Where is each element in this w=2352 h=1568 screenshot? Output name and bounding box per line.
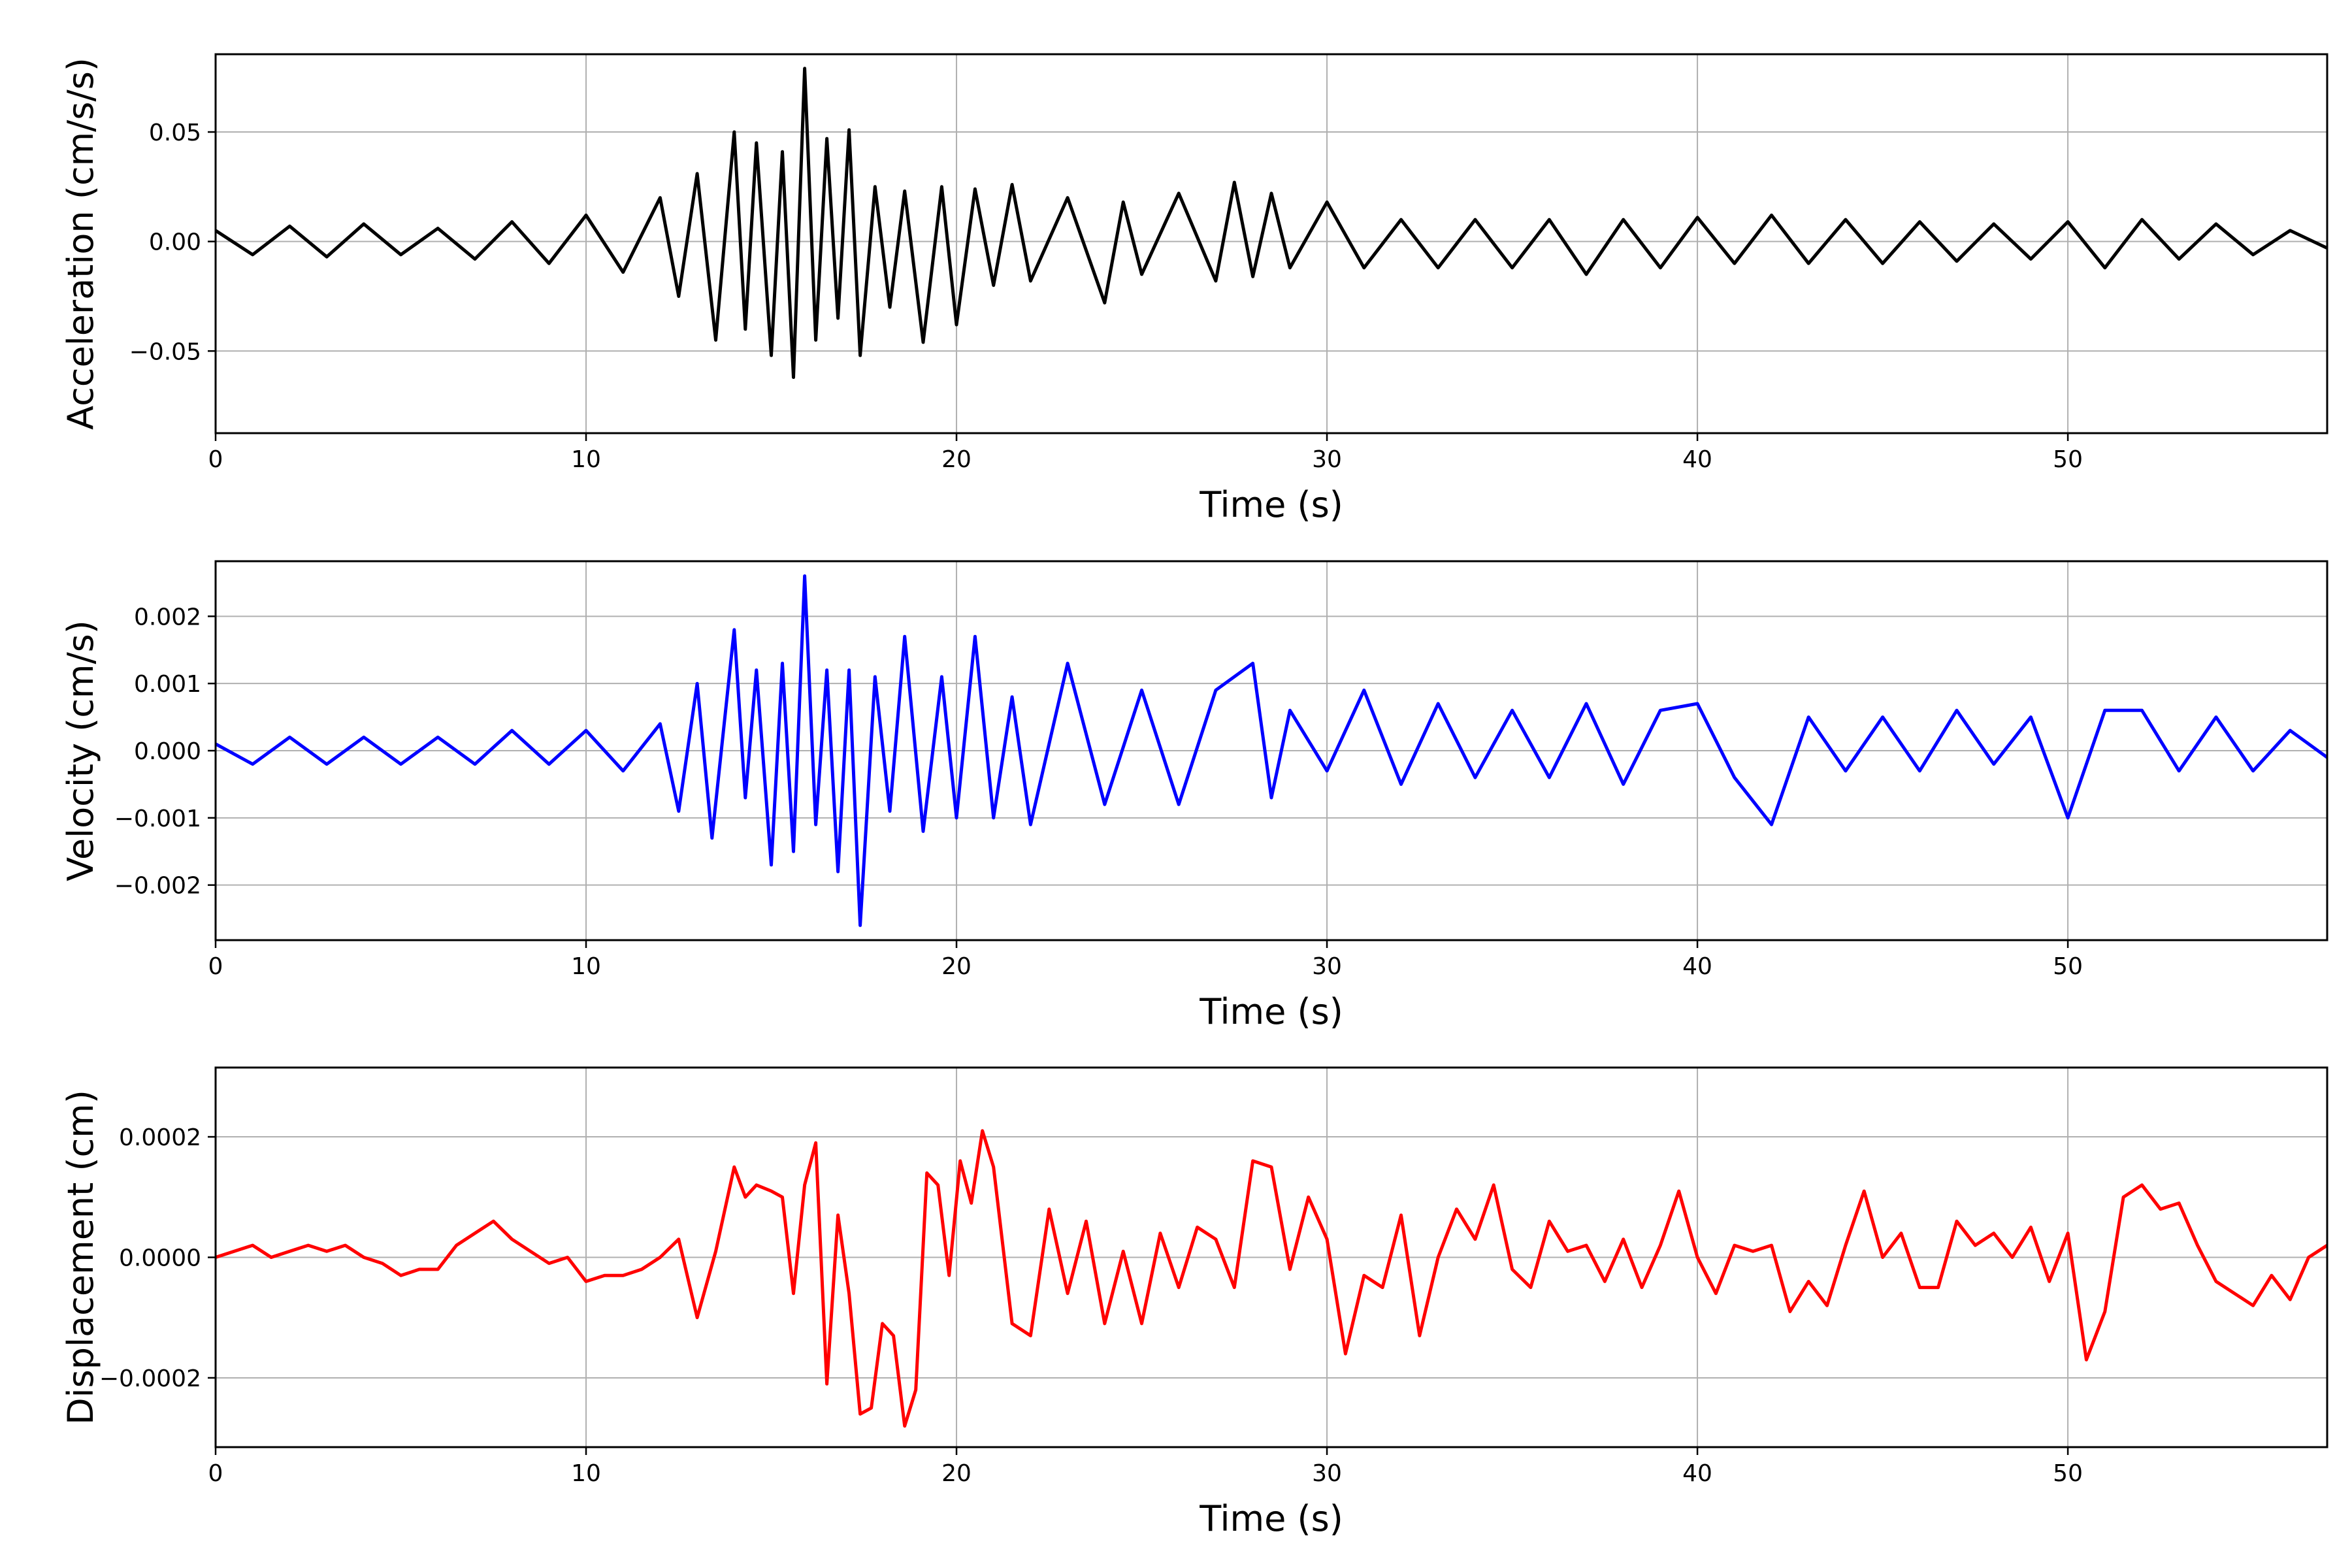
displacement-x-axis-title: Time (s) <box>1199 1498 1343 1539</box>
displacement-series-line <box>215 1129 2328 1428</box>
acceleration-series-line <box>214 67 2328 379</box>
velocity-x-tick-label: 0 <box>208 953 223 980</box>
velocity-y-tick-label: −0.002 <box>114 873 201 900</box>
velocity-y-axis-title: Velocity (cm/s) <box>60 620 101 881</box>
acceleration-axes-frame <box>214 53 2328 434</box>
acceleration-y-tick-label: −0.05 <box>129 338 201 365</box>
velocity-y-tick-label: 0.002 <box>134 604 201 630</box>
acceleration-x-tick-label: 0 <box>208 446 223 473</box>
velocity-y-tick-label: 0.000 <box>134 738 201 765</box>
displacement-x-tick-label: 0 <box>208 1460 223 1487</box>
acceleration-y-tick-label: 0.00 <box>149 229 201 256</box>
displacement-x-tick-label: 50 <box>2053 1460 2083 1487</box>
acceleration-x-tick-label: 10 <box>571 446 601 473</box>
velocity-x-tick-label: 30 <box>1312 953 1342 980</box>
velocity-x-tick-label: 50 <box>2053 953 2083 980</box>
acceleration-x-tick-label: 40 <box>1682 446 1712 473</box>
velocity-x-tick-label: 20 <box>941 953 972 980</box>
velocity-x-tick-label: 10 <box>571 953 601 980</box>
velocity-panel: 0 10 20 30 40 50 −0.002 −0.001 0.000 0.001 0.002 Ti… <box>60 560 2328 1032</box>
displacement-y-axis-title: Displacement (cm) <box>60 1090 101 1425</box>
displacement-x-tick-label: 10 <box>571 1460 601 1487</box>
velocity-y-tick-label: 0.001 <box>134 671 201 698</box>
displacement-x-tick-label: 40 <box>1682 1460 1712 1487</box>
displacement-y-tick-label: −0.0002 <box>99 1365 201 1392</box>
velocity-series-line <box>214 574 2328 927</box>
velocity-x-axis-title: Time (s) <box>1199 991 1343 1032</box>
acceleration-x-tick-label: 50 <box>2053 446 2083 473</box>
velocity-y-tick-label: −0.001 <box>114 806 201 832</box>
displacement-panel: 0 10 20 30 40 50 −0.0002 0.0000 0.0002 Time (s) Di… <box>60 1066 2328 1539</box>
displacement-y-tick-label: 0.0002 <box>119 1124 201 1151</box>
displacement-x-tick-label: 30 <box>1312 1460 1342 1487</box>
displacement-x-tick-label: 20 <box>941 1460 972 1487</box>
acceleration-x-axis-title: Time (s) <box>1199 484 1343 525</box>
velocity-x-tick-label: 40 <box>1682 953 1712 980</box>
acceleration-y-axis-title: Acceleration (cm/s/s) <box>60 57 101 430</box>
acceleration-x-tick-label: 30 <box>1312 446 1342 473</box>
acceleration-x-tick-label: 20 <box>941 446 972 473</box>
displacement-y-tick-label: 0.0000 <box>119 1245 201 1272</box>
acceleration-panel: 0 10 20 30 40 50 −0.05 0.00 0.05 Time (s) Accelera… <box>60 53 2328 525</box>
acceleration-y-tick-label: 0.05 <box>149 120 201 146</box>
